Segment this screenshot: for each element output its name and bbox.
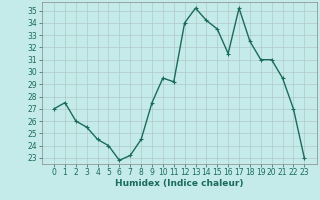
X-axis label: Humidex (Indice chaleur): Humidex (Indice chaleur)	[115, 179, 244, 188]
